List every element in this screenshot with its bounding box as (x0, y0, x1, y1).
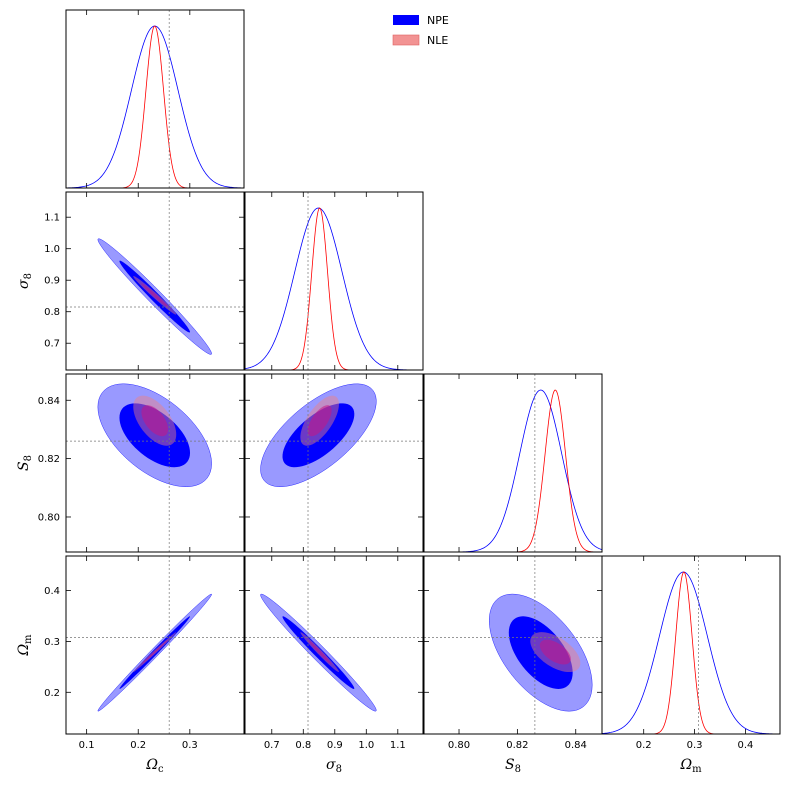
marginal-curve-nle (66, 25, 244, 188)
contour-nle-68 (539, 639, 571, 665)
y-axis-label: σ8 (16, 273, 34, 289)
panel-0-0 (66, 10, 244, 188)
x-tick-label: 1.1 (390, 740, 406, 751)
y-tick-label: 0.3 (44, 637, 60, 648)
x-tick-label: 0.3 (182, 740, 198, 751)
contour-npe-68 (508, 616, 573, 689)
contour-nle-68 (141, 639, 169, 665)
y-tick-label: 0.4 (44, 586, 60, 597)
x-tick-label: 0.2 (130, 740, 146, 751)
x-tick-label: 0.80 (448, 740, 470, 751)
panel-frame (244, 373, 424, 553)
y-tick-label: 0.8 (44, 307, 60, 318)
panel-2-2 (424, 374, 602, 552)
legend: NPE NLE (392, 14, 449, 47)
x-tick-label: 0.9 (327, 740, 343, 751)
y-tick-label: 0.9 (44, 276, 60, 287)
y-tick-label: 0.82 (38, 454, 60, 465)
panel-3-3 (602, 556, 780, 734)
contour-npe-68 (119, 403, 191, 468)
legend-swatch-npe (393, 15, 419, 25)
y-tick-label: 0.84 (38, 396, 60, 407)
x-tick-label: 0.2 (636, 740, 652, 751)
marginal-curve-nle (424, 389, 602, 552)
x-tick-label: 0.3 (687, 740, 703, 751)
y-tick-label: 1.1 (44, 213, 60, 224)
x-axis-label: S8 (505, 757, 521, 775)
x-tick-label: 0.1 (79, 740, 95, 751)
contour-nle-68 (307, 639, 332, 665)
contour-npe-68 (282, 403, 355, 468)
panel-frame (65, 9, 245, 189)
legend-swatch-nle (392, 34, 420, 46)
panel-3-2 (424, 556, 602, 734)
marginal-curve-nle (602, 571, 780, 734)
panels-layer (65, 9, 781, 735)
y-axis-label: Ωm (16, 634, 34, 657)
panel-frame (423, 373, 603, 553)
x-axis-label: σ8 (326, 757, 342, 775)
x-tick-label: 0.7 (264, 740, 280, 751)
panel-1-1 (245, 192, 423, 370)
marginal-curve-npe (245, 207, 423, 370)
contour-nle-68 (141, 405, 169, 437)
y-tick-label: 0.7 (44, 339, 60, 350)
panel-3-0 (66, 556, 244, 734)
marginal-curve-npe (66, 25, 244, 188)
marginal-curve-nle (245, 207, 423, 370)
panel-frame (65, 373, 245, 553)
axis-labels-layer: 0.1 0.2 0.3 Ωc 0.7 0.8 0.9 1.0 1.1 σ8 0.80 0.82 0.84… (16, 213, 753, 775)
y-tick-label: 0.80 (38, 512, 60, 523)
panel-frame (244, 555, 424, 735)
y-tick-label: 0.2 (44, 688, 60, 699)
contour-nle-68 (307, 405, 332, 437)
legend-label-npe: NPE (427, 14, 449, 27)
marginal-curve-npe (602, 571, 780, 734)
panel-frame (65, 555, 245, 735)
panel-2-0 (66, 374, 244, 552)
panel-2-1 (245, 374, 423, 552)
ticks-layer (66, 10, 746, 734)
panel-frame (601, 555, 781, 735)
y-tick-label: 1.0 (44, 244, 60, 255)
panel-frame (65, 191, 245, 371)
contour-nle-68 (141, 283, 169, 308)
x-axis-label: Ωc (145, 757, 164, 775)
panel-3-1 (245, 556, 423, 734)
x-tick-label: 0.8 (295, 740, 311, 751)
legend-label-nle: NLE (427, 34, 448, 47)
y-axis-label: S8 (16, 455, 34, 471)
panel-frame (244, 191, 424, 371)
x-tick-label: 1.0 (358, 740, 374, 751)
x-tick-label: 0.82 (506, 740, 528, 751)
x-tick-label: 0.84 (565, 740, 587, 751)
x-tick-label: 0.4 (737, 740, 753, 751)
panel-1-0 (66, 192, 244, 370)
x-axis-label: Ωm (679, 757, 702, 775)
